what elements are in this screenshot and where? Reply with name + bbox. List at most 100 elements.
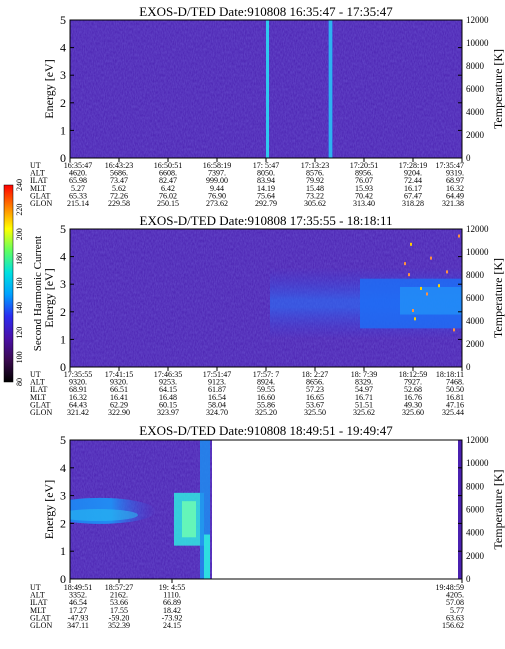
table-cell: 18:49:51 bbox=[64, 583, 92, 592]
y-axis-left: 0 1 2 3 4 5 Energy [eV] bbox=[42, 433, 462, 586]
table-cell: 9320. bbox=[110, 378, 128, 387]
table-cell: 8956. bbox=[355, 169, 373, 178]
y-tick-label: 4 bbox=[60, 250, 66, 264]
row-label: GLON bbox=[30, 621, 52, 630]
table-cell: 49.30 bbox=[404, 400, 422, 409]
bright-pixel bbox=[408, 273, 410, 277]
plot-area bbox=[70, 440, 462, 579]
table-cell: 58.04 bbox=[208, 400, 226, 409]
row-label: MLT bbox=[30, 393, 46, 402]
table-cell: 4620. bbox=[69, 169, 87, 178]
table-cell: 17:28:19 bbox=[399, 161, 427, 170]
y2-tick-label: 0 bbox=[466, 362, 471, 372]
table-cell: 8050. bbox=[257, 169, 275, 178]
table-cell: 215.14 bbox=[67, 199, 89, 208]
y-tick-label: 4 bbox=[60, 461, 66, 475]
spectrogram-panel-2: EXOS-D/TED Date:910808 17:35:55 - 18:18:… bbox=[30, 213, 505, 417]
table-cell: 229.58 bbox=[108, 199, 130, 208]
row-label: ALT bbox=[30, 591, 45, 600]
panel-title: EXOS-D/TED Date:910808 17:35:55 - 18:18:… bbox=[140, 213, 393, 228]
panel-title: EXOS-D/TED Date:910808 18:49:51 - 19:49:… bbox=[139, 423, 393, 438]
bright-pixel bbox=[412, 309, 414, 313]
table-cell: 63.63 bbox=[446, 613, 464, 622]
y2-tick-label: 8000 bbox=[466, 270, 485, 280]
table-cell: 57.08 bbox=[446, 598, 464, 607]
y-axis-left: 0 1 2 3 4 5 Energy [eV] bbox=[42, 222, 462, 374]
colorbar-tick-label: 140 bbox=[15, 302, 24, 314]
edge-streak-bright bbox=[204, 534, 210, 579]
y2-tick-label: 10000 bbox=[466, 458, 489, 468]
table-cell: 313.40 bbox=[353, 199, 375, 208]
plot-area bbox=[70, 20, 462, 158]
table-cell: 16.48 bbox=[159, 393, 177, 402]
end-strip bbox=[458, 440, 462, 579]
y2-tick-label: 0 bbox=[466, 574, 471, 584]
y2-tick-label: 10000 bbox=[466, 247, 489, 257]
table-cell: 8924. bbox=[257, 378, 275, 387]
table-cell: 14.19 bbox=[257, 184, 275, 193]
row-label: MLT bbox=[30, 184, 46, 193]
table-cell: 16.17 bbox=[404, 184, 422, 193]
y-tick-label: 0 bbox=[60, 572, 66, 586]
colorbar: 80 100 120 140 160 180 200 220 240 Second Harmoni… bbox=[3, 179, 44, 386]
table-cell: 6608. bbox=[159, 169, 177, 178]
y2-tick-label: 6000 bbox=[466, 84, 485, 94]
table-cell: 999.00 bbox=[206, 176, 228, 185]
table-cell: 325.44 bbox=[442, 408, 464, 417]
table-cell: 76.07 bbox=[355, 176, 373, 185]
row-label: GLAT bbox=[30, 613, 51, 622]
table-cell: 24.15 bbox=[163, 621, 181, 630]
table-cell: 5.77 bbox=[450, 606, 464, 615]
table-cell: 64.49 bbox=[446, 191, 464, 200]
table-cell: 18: 2:27 bbox=[302, 370, 328, 379]
table-cell: 55.86 bbox=[257, 400, 275, 409]
y2-tick-label: 2000 bbox=[466, 339, 485, 349]
table-cell: 16.32 bbox=[446, 184, 464, 193]
y2-tick-label: 12000 bbox=[466, 15, 489, 25]
y-axis-label: Energy [eV] bbox=[42, 268, 56, 327]
row-label: UT bbox=[30, 370, 41, 379]
row-label: UT bbox=[30, 583, 41, 592]
y-tick-label: 4 bbox=[60, 41, 66, 55]
y2-tick-label: 2000 bbox=[466, 551, 485, 561]
table-cell: 9.44 bbox=[210, 184, 224, 193]
table-cell: 17:51:47 bbox=[203, 370, 231, 379]
table-cell: 66.89 bbox=[163, 598, 181, 607]
table-cell: 322.90 bbox=[108, 408, 130, 417]
table-cell: 3352. bbox=[69, 591, 87, 600]
table-cell: 16:43:23 bbox=[105, 161, 133, 170]
table-cell: 2162. bbox=[110, 591, 128, 600]
table-cell: -59.20 bbox=[109, 613, 130, 622]
table-cell: 19: 4:55 bbox=[159, 583, 185, 592]
table-cell: 325.20 bbox=[255, 408, 277, 417]
table-cell: 17:35:47 bbox=[436, 161, 464, 170]
y-tick-label: 3 bbox=[60, 277, 66, 291]
table-cell: 318.28 bbox=[402, 199, 424, 208]
ephemeris-table: UTALTILATMLTGLATGLON17:35:559320.68.9116… bbox=[30, 367, 464, 417]
y2-axis-label: Temperature [K] bbox=[491, 258, 505, 338]
edge-streak bbox=[200, 440, 210, 579]
table-cell: 7927. bbox=[404, 378, 422, 387]
y-axis-right: 0 2000 4000 6000 8000 10000 12000 Temperature [… bbox=[466, 224, 505, 372]
table-cell: 66.51 bbox=[110, 385, 128, 394]
table-cell: 54.97 bbox=[355, 385, 373, 394]
y-tick-label: 1 bbox=[60, 123, 66, 137]
colorbar-bar bbox=[3, 184, 14, 383]
table-cell: 325.50 bbox=[304, 408, 326, 417]
y-axis-label: Energy [eV] bbox=[42, 480, 56, 539]
table-cell: 17:13:23 bbox=[301, 161, 329, 170]
table-cell: 70.42 bbox=[355, 191, 373, 200]
y-tick-label: 2 bbox=[60, 305, 66, 319]
row-label: ILAT bbox=[30, 176, 47, 185]
y2-tick-label: 2000 bbox=[466, 130, 485, 140]
y2-tick-label: 10000 bbox=[466, 38, 489, 48]
y2-tick-label: 6000 bbox=[466, 505, 485, 515]
table-cell: 5.27 bbox=[71, 184, 85, 193]
table-cell: 9123. bbox=[208, 378, 226, 387]
vertical-stripe-1 bbox=[266, 20, 269, 158]
bright-pixel bbox=[453, 328, 455, 332]
table-cell: 321.42 bbox=[67, 408, 89, 417]
table-cell: 19:48:59 bbox=[436, 583, 464, 592]
bright-pixel bbox=[458, 234, 460, 238]
table-cell: 50.50 bbox=[446, 385, 464, 394]
